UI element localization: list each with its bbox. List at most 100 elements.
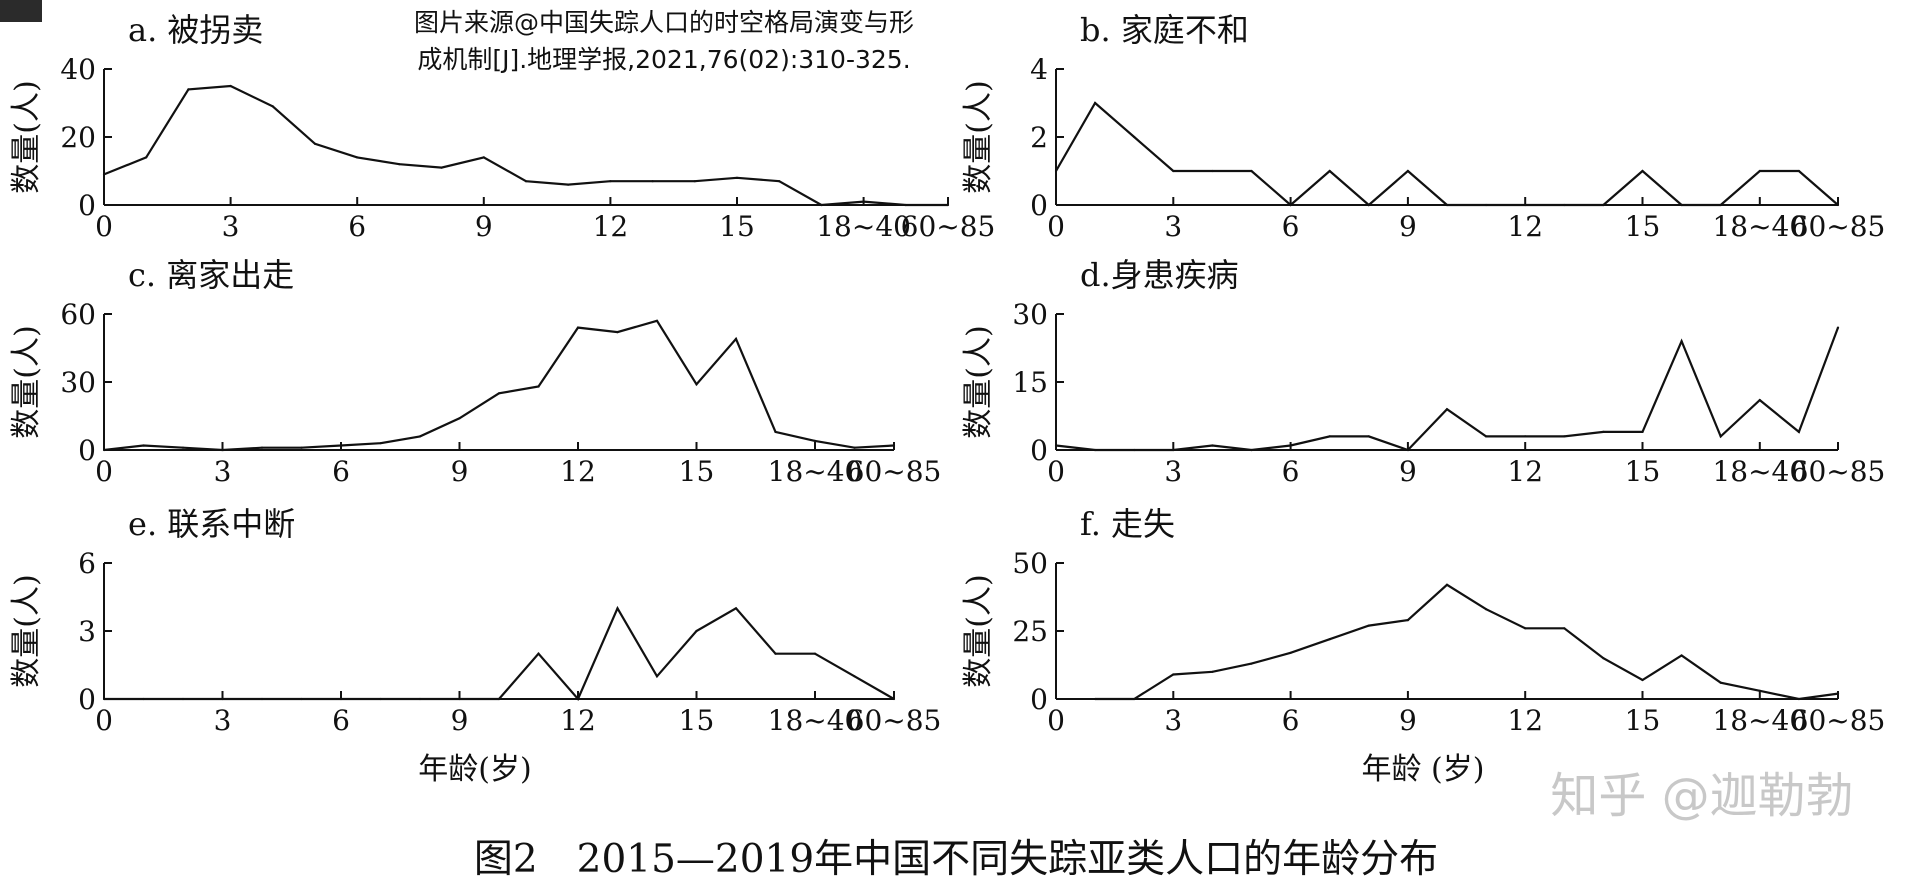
y-tick-label: 2 (1030, 121, 1048, 154)
data-point (1641, 678, 1644, 682)
data-point (300, 697, 303, 701)
data-point (1367, 435, 1370, 438)
data-point (1563, 627, 1566, 630)
data-point (1094, 697, 1097, 701)
data-point (576, 697, 580, 701)
x-tick-label: 9 (1399, 455, 1417, 488)
y-tick-label: 0 (1030, 683, 1048, 716)
x-tick-label: 18~40 (816, 210, 911, 243)
y-tick-label: 60 (60, 298, 96, 331)
y-tick-label: 0 (78, 189, 96, 222)
data-point (1641, 169, 1644, 173)
x-tick-label: 6 (1282, 455, 1300, 488)
x-tick-label: 0 (1047, 455, 1065, 488)
data-point (260, 697, 264, 701)
data-point (1406, 169, 1409, 173)
y-axis-label: 数量(人) (9, 325, 44, 438)
data-point (1211, 444, 1214, 447)
data-point (1250, 448, 1253, 452)
data-point (1797, 169, 1800, 173)
data-point (1758, 689, 1761, 692)
x-tick-label: 0 (1047, 704, 1065, 737)
data-point (1133, 448, 1136, 452)
y-tick-label: 3 (78, 615, 96, 648)
data-point (813, 439, 817, 442)
corner-tab (0, 0, 42, 22)
series-line (1095, 583, 1839, 701)
y-axis-label: 数量(人) (961, 574, 996, 687)
series-line (103, 84, 948, 207)
y-tick-label: 30 (1012, 298, 1048, 331)
x-tick-label: 9 (451, 455, 469, 488)
data-point (1797, 697, 1800, 701)
data-point (418, 697, 422, 701)
data-point (1406, 448, 1409, 452)
x-tick-label: 18~40 (768, 704, 863, 737)
data-point (497, 697, 501, 701)
data-point (1328, 638, 1331, 641)
data-point (537, 652, 540, 655)
data-point (778, 180, 781, 183)
data-point (892, 697, 896, 701)
data-point (1641, 430, 1644, 433)
x-tick-label: 3 (214, 704, 232, 737)
panel-title: a. 被拐卖 (128, 11, 263, 49)
data-point (609, 180, 612, 183)
data-point (145, 156, 148, 159)
data-point (1485, 435, 1488, 438)
x-tick-label: 3 (214, 455, 232, 488)
data-point (1445, 203, 1449, 207)
data-point (1797, 430, 1800, 433)
x-tick-label: 12 (560, 704, 596, 737)
x-tick-label: 12 (593, 210, 629, 243)
data-point (655, 319, 659, 322)
data-point (1328, 169, 1331, 173)
data-point (379, 442, 382, 445)
data-point (1250, 169, 1253, 173)
x-tick-label: 18~40 (1712, 704, 1807, 737)
series-line (1055, 101, 1839, 207)
data-point (735, 176, 739, 179)
x-tick-label: 15 (719, 210, 755, 243)
data-point (1289, 651, 1292, 654)
y-axis-label: 数量(人) (9, 574, 44, 687)
y-tick-label: 25 (1012, 615, 1048, 648)
x-tick-label: 60~85 (1791, 455, 1886, 488)
series-line (1055, 327, 1840, 452)
panel-title: c. 离家出走 (128, 256, 294, 294)
data-point (734, 337, 738, 340)
data-point (142, 444, 145, 447)
source-note-line-1: 图片来源@中国失踪人口的时空格局演变与形 (414, 8, 914, 37)
x-tick-label: 6 (1282, 704, 1300, 737)
data-point (229, 84, 232, 88)
x-tick-label: 60~85 (847, 704, 942, 737)
data-point (862, 200, 865, 203)
x-tick-label: 60~85 (901, 210, 996, 243)
x-tick-label: 6 (332, 455, 350, 488)
data-point (1602, 430, 1605, 433)
x-tick-label: 9 (451, 704, 469, 737)
data-point (187, 88, 190, 91)
x-tick-label: 60~85 (1791, 704, 1886, 737)
data-point (1289, 444, 1292, 447)
data-point (567, 183, 570, 186)
y-tick-label: 6 (78, 547, 96, 580)
data-point (695, 629, 698, 633)
data-point (1211, 169, 1214, 173)
data-point (1719, 203, 1722, 207)
data-point (339, 444, 343, 447)
panel-title: e. 联系中断 (128, 505, 295, 543)
x-tick-label: 12 (1507, 704, 1543, 737)
data-point (1289, 203, 1292, 207)
data-point (655, 675, 659, 678)
y-tick-label: 4 (1030, 53, 1048, 86)
data-point (440, 166, 443, 169)
data-point (537, 385, 540, 388)
panel-title: b. 家庭不和 (1080, 11, 1249, 49)
data-point (1524, 627, 1527, 630)
data-point (774, 652, 777, 655)
data-point (418, 435, 422, 438)
